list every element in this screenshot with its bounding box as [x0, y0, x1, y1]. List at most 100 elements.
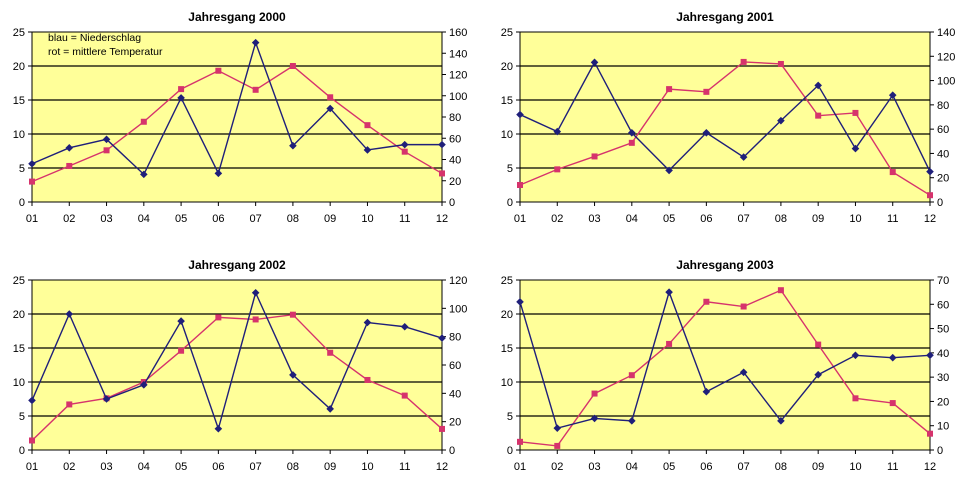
- data-point-precipitation: [326, 104, 334, 113]
- data-point-temperature: [815, 341, 822, 348]
- data-point-temperature: [517, 182, 523, 188]
- y-right-tick-label: 60: [449, 133, 461, 145]
- x-tick-label: 12: [436, 461, 448, 473]
- data-point-precipitation: [251, 38, 260, 47]
- data-point-temperature: [178, 347, 185, 354]
- data-point-precipitation: [628, 417, 636, 425]
- data-point-precipitation: [28, 396, 36, 405]
- chart-2000-svg: Jahresgang 20000510152025020406080100120…: [13, 10, 468, 225]
- data-point-precipitation: [65, 144, 74, 152]
- data-point-precipitation: [363, 318, 372, 327]
- data-point-temperature: [852, 395, 859, 402]
- y-right-tick-label: 30: [937, 372, 949, 384]
- x-tick-label: 12: [924, 213, 936, 225]
- y-left-tick-label: 15: [13, 95, 25, 107]
- y-left-tick-label: 20: [13, 309, 25, 321]
- data-point-temperature: [439, 425, 445, 432]
- data-point-temperature: [29, 178, 35, 185]
- chart-2001: Jahresgang 2001 0 5 10 15 20 25 0 20 40 60 80 100 120…: [488, 0, 975, 248]
- legend-note: rot = mittlere Temperatur: [48, 46, 163, 58]
- data-point-precipitation: [553, 424, 562, 432]
- chart-2002-svg: Jahresgang 20020510152025020406080100120…: [13, 258, 468, 473]
- data-point-precipitation: [702, 128, 711, 137]
- data-point-temperature: [591, 153, 598, 160]
- data-point-precipitation: [777, 417, 785, 425]
- data-point-precipitation: [177, 94, 185, 102]
- series-line-temperature: [31, 65, 443, 183]
- x-tick-label: 10: [361, 213, 373, 225]
- data-point-temperature: [591, 390, 598, 397]
- data-point-temperature: [777, 287, 784, 294]
- data-point-precipitation: [102, 135, 111, 144]
- x-tick-label: 04: [626, 461, 638, 473]
- data-point-temperature: [327, 349, 334, 356]
- x-tick-label: 04: [626, 213, 638, 225]
- x-tick-label: 07: [250, 461, 262, 473]
- y-left-tick-label: 10: [13, 129, 25, 141]
- y-left-tick-label: 5: [507, 411, 513, 423]
- data-point-precipitation: [590, 58, 599, 67]
- data-point-temperature: [215, 314, 222, 321]
- y-right-tick-label: 40: [449, 155, 461, 167]
- y-right-tick-label: 100: [449, 303, 467, 315]
- data-point-temperature: [29, 437, 35, 444]
- data-point-temperature: [215, 67, 222, 74]
- x-tick-label: 08: [775, 213, 787, 225]
- x-tick-label: 05: [175, 461, 187, 473]
- x-tick-label: 04: [138, 213, 150, 225]
- plot-area: [519, 31, 931, 203]
- y-right-tick-label: 80: [449, 332, 461, 344]
- data-point-temperature: [103, 147, 110, 154]
- x-tick-label: 11: [399, 213, 410, 225]
- y-left-tick-label: 15: [501, 95, 513, 107]
- y-right-tick-label: 60: [937, 299, 949, 311]
- x-tick-label: 06: [212, 461, 224, 473]
- x-tick-label: 03: [588, 461, 600, 473]
- x-tick-label: 08: [775, 461, 787, 473]
- y-right-tick-label: 120: [937, 51, 955, 63]
- x-tick-label: 09: [324, 213, 336, 225]
- x-tick-label: 12: [436, 213, 448, 225]
- x-tick-label: 08: [287, 213, 299, 225]
- data-point-temperature: [401, 392, 408, 399]
- data-point-temperature: [554, 166, 561, 173]
- x-tick-label: 02: [551, 461, 563, 473]
- data-point-precipitation: [400, 140, 409, 149]
- y-right-tick-label: 100: [449, 91, 467, 103]
- data-point-precipitation: [851, 351, 860, 360]
- x-tick-label: 11: [399, 461, 410, 473]
- y-right-tick-label: 0: [449, 445, 455, 457]
- data-point-precipitation: [665, 288, 673, 296]
- x-tick-label: 01: [514, 213, 526, 225]
- x-tick-label: 09: [324, 461, 336, 473]
- x-tick-label: 03: [100, 213, 112, 225]
- x-tick-label: 05: [663, 213, 675, 225]
- data-point-precipitation: [553, 127, 562, 136]
- x-tick-label: 02: [63, 213, 75, 225]
- data-point-temperature: [140, 118, 147, 125]
- chart-2003: Jahresgang 2003 0 5 10 15 20 25 0 10 20 30 40 50 60 70…: [488, 248, 975, 496]
- y-left-tick-label: 20: [501, 61, 513, 73]
- x-tick-label: 08: [287, 461, 299, 473]
- data-point-precipitation: [363, 146, 372, 154]
- data-point-precipitation: [628, 128, 636, 137]
- y-right-tick-label: 40: [937, 348, 949, 360]
- x-tick-label: 10: [361, 461, 373, 473]
- data-point-temperature: [178, 86, 185, 93]
- data-point-temperature: [815, 112, 822, 119]
- chart-2003-svg: Jahresgang 20030510152025010203040506070…: [501, 258, 950, 473]
- data-point-precipitation: [739, 368, 748, 377]
- y-left-tick-label: 15: [13, 343, 25, 355]
- y-left-tick-label: 20: [501, 309, 513, 321]
- y-left-tick-label: 25: [501, 27, 513, 39]
- y-right-tick-label: 120: [449, 70, 467, 82]
- plot-area: [31, 31, 443, 203]
- data-point-precipitation: [214, 424, 223, 433]
- y-left-tick-label: 0: [19, 445, 25, 457]
- x-tick-label: 05: [175, 213, 187, 225]
- y-right-tick-label: 50: [937, 324, 949, 336]
- x-tick-label: 06: [212, 213, 224, 225]
- x-tick-label: 10: [849, 461, 861, 473]
- x-tick-label: 03: [588, 213, 600, 225]
- series-line-precipitation: [519, 60, 931, 172]
